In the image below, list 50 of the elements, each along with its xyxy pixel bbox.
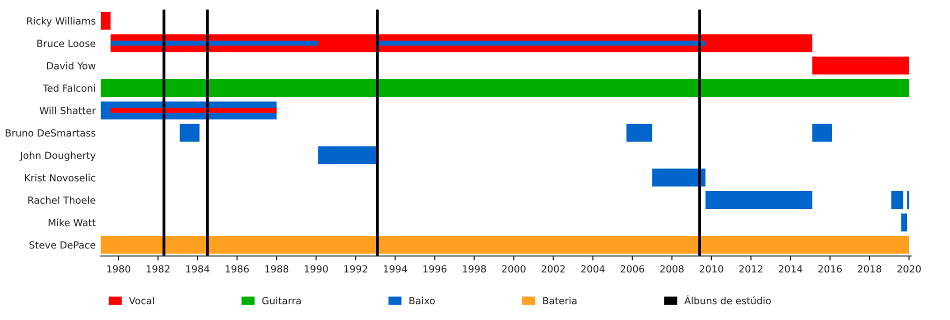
x-tick-label: 2004 xyxy=(581,265,605,273)
y-tick-label: John Dougherty xyxy=(20,152,96,161)
legend-label: Vocal xyxy=(128,296,154,304)
bar xyxy=(626,124,652,142)
x-tick-label: 2018 xyxy=(858,265,882,273)
y-tick-label: David Yow xyxy=(47,62,96,70)
y-tick-label: Will Shatter xyxy=(40,106,96,114)
legend-label: Guitarra xyxy=(262,296,301,304)
y-tick-label: Bruno DeSmartass xyxy=(6,129,96,137)
bar xyxy=(652,168,706,187)
bar xyxy=(100,236,910,254)
x-tick-label: 1990 xyxy=(304,265,328,273)
x-tick-label: 1992 xyxy=(344,265,368,273)
legend-label: Bateria xyxy=(543,296,576,304)
bar xyxy=(901,213,908,232)
x-tick-label: 1998 xyxy=(462,265,486,273)
x-tick-label: 2008 xyxy=(660,265,684,273)
bar xyxy=(100,12,111,30)
bar xyxy=(891,191,904,209)
x-tick-label: 1996 xyxy=(423,265,446,273)
y-tick-label: Steve DePace xyxy=(30,241,96,249)
bar xyxy=(812,56,910,75)
bar xyxy=(706,191,812,209)
y-tick-label: Ricky Williams xyxy=(27,17,96,27)
x-tick-label: 2012 xyxy=(739,265,762,273)
legend-label: Álbuns de estúdio xyxy=(684,295,771,304)
y-tick-label: Krist Novoselic xyxy=(25,174,96,182)
y-tick-label: Bruce Loose xyxy=(37,40,96,48)
bar xyxy=(180,124,200,142)
y-tick-label: Ted Falconi xyxy=(42,84,95,92)
bar xyxy=(110,108,277,113)
x-tick-label: 1994 xyxy=(384,265,408,273)
x-tick-label: 2014 xyxy=(778,265,802,273)
x-tick-label: 1982 xyxy=(146,265,170,273)
x-tick-label: 1986 xyxy=(226,265,249,273)
x-tick-label: 1980 xyxy=(107,265,130,273)
x-tick-label: 2020 xyxy=(897,265,921,273)
x-tick-label: 1988 xyxy=(265,265,288,273)
y-tick-label: Mike Watt xyxy=(48,218,96,226)
x-tick-label: 2010 xyxy=(700,265,724,273)
x-tick-label: 2016 xyxy=(818,265,842,273)
x-tick-label: 2006 xyxy=(620,265,644,273)
legend-label: Baixo xyxy=(410,296,435,304)
x-tick-label: 1984 xyxy=(186,265,210,273)
bar xyxy=(100,79,910,97)
x-tick-label: 2002 xyxy=(542,265,565,273)
x-tick-label: 2000 xyxy=(502,265,526,273)
bar xyxy=(318,146,378,164)
bar xyxy=(812,124,832,142)
y-tick-label: Rachel Thoele xyxy=(28,196,96,204)
